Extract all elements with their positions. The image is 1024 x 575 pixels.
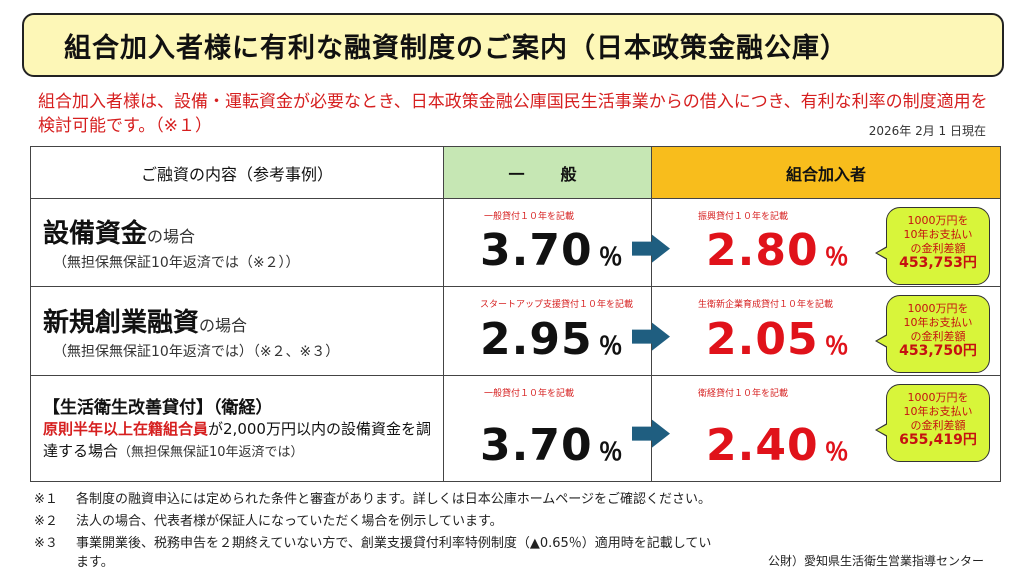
- right-arrow-icon: [632, 420, 670, 449]
- general-rate-cell: 一般貸付１０年を記載 3.70 ％: [443, 374, 652, 483]
- footnote-3: ※３ 事業開業後、税務申告を２期終えていない方で、創業支援貸付利率特例制度（▲0.…: [34, 536, 712, 570]
- row-subtext: （無担保無保証10年返済では）（※２、※３）: [53, 343, 340, 360]
- general-rate: 3.70 ％: [480, 225, 624, 277]
- member-loan-note: 振興貸付１０年を記載: [698, 212, 789, 222]
- rate-comparison-table: ご融資の内容（参考事例） 一 般 組合加入者 設備資金の場合 （無担保無保証10…: [30, 146, 1001, 483]
- footnote-2: ※２ 法人の場合、代表者様が保証人になっていただく場合を例示しています。: [34, 514, 503, 529]
- table-row: 新規創業融資の場合 （無担保無保証10年返済では）（※２、※３） スタートアップ…: [30, 286, 1001, 376]
- row-content: 設備資金の場合 （無担保無保証10年返済では（※２））: [30, 197, 444, 288]
- source-credit: 公財）愛知県生活衛生営業指導センター: [767, 554, 984, 568]
- row-body-highlight: 原則半年以上在籍組合員: [43, 419, 209, 438]
- general-loan-note: スタートアップ支援貸付１０年を記載: [480, 300, 634, 311]
- savings-amount: 655,419円: [899, 431, 977, 448]
- row-body: 原則半年以上在籍組合員が2,000万円以内の設備資金を調達する場合（無担保無保証…: [43, 419, 431, 460]
- member-rate: 2.40 ％: [706, 420, 850, 471]
- right-arrow-icon: [632, 322, 670, 351]
- member-rate-cell: 生衛新企業育成貸付１０年を記載 2.05 ％ 1000万円を 10年お支払い の金…: [632, 286, 1001, 376]
- header-general: 一 般: [443, 146, 652, 199]
- row-title: 【生活衛生改善貸付】（衛経）: [43, 397, 273, 418]
- general-rate-cell: 一般貸付１０年を記載 3.70 ％: [443, 197, 652, 288]
- member-loan-note: 生衛新企業育成貸付１０年を記載: [698, 300, 834, 311]
- intro-text: 組合加入者様は、設備・運転資金が必要なとき、日本政策金融公庫国民生活事業からの借…: [38, 92, 988, 136]
- member-rate: 2.80 ％: [706, 225, 850, 277]
- general-rate-cell: スタートアップ支援貸付１０年を記載 2.95 ％: [443, 286, 652, 376]
- row-content: 【生活衛生改善貸付】（衛経） 原則半年以上在籍組合員が2,000万円以内の設備資…: [30, 374, 444, 483]
- footnote-1: ※１ 各制度の融資申込には定められた条件と審査があります。詳しくは日本公庫ホームペ…: [34, 492, 712, 507]
- header-content: ご融資の内容（参考事例）: [30, 146, 444, 199]
- savings-amount: 453,750円: [899, 343, 977, 360]
- row-content: 新規創業融資の場合 （無担保無保証10年返済では）（※２、※３）: [30, 286, 444, 376]
- right-arrow-icon: [632, 234, 670, 263]
- member-rate: 2.05 ％: [706, 313, 850, 365]
- general-loan-note: 一般貸付１０年を記載: [484, 388, 575, 399]
- general-rate: 3.70 ％: [480, 420, 624, 471]
- general-rate: 2.95 ％: [480, 313, 624, 365]
- member-loan-note: 衛経貸付１０年を記載: [698, 388, 789, 399]
- footnotes: ※１ 各制度の融資申込には定められた条件と審査があります。詳しくは日本公庫ホームペ…: [34, 490, 994, 575]
- general-loan-note: 一般貸付１０年を記載: [484, 212, 575, 222]
- savings-amount: 453,753円: [899, 255, 977, 271]
- savings-bubble: 1000万円を 10年お支払い の金利差額 655,419円: [875, 383, 990, 462]
- row-title: 新規創業融資: [43, 307, 200, 338]
- savings-bubble: 1000万円を 10年お支払い の金利差額 453,750円: [875, 295, 990, 374]
- member-rate-cell: 振興貸付１０年を記載 2.80 ％ 1000万円を 10年お支払い の金利差額 4…: [632, 197, 1001, 288]
- as-of-date: 2026年 2月 1 日現在: [868, 124, 986, 138]
- row-title: 設備資金: [43, 219, 148, 250]
- table-row: 設備資金の場合 （無担保無保証10年返済では（※２）） 一般貸付１０年を記載 3…: [30, 197, 1001, 288]
- row-title-suffix: の場合: [199, 315, 248, 335]
- member-rate-cell: 衛経貸付１０年を記載 2.40 ％ 1000万円を 10年お支払い の金利差額 6…: [632, 374, 1001, 483]
- header-member: 組合加入者: [651, 146, 1001, 199]
- table-header-row: ご融資の内容（参考事例） 一 般 組合加入者: [30, 146, 1001, 199]
- row-title-suffix: の場合: [147, 227, 196, 247]
- savings-bubble: 1000万円を 10年お支払い の金利差額 453,753円: [875, 207, 990, 285]
- title-banner: 組合加入者様に有利な融資制度のご案内（日本政策金融公庫）: [22, 13, 1004, 77]
- row-subtext: （無担保無保証10年返済では（※２））: [53, 255, 300, 272]
- page-title: 組合加入者様に有利な融資制度のご案内（日本政策金融公庫）: [64, 32, 848, 64]
- table-row: 【生活衛生改善貸付】（衛経） 原則半年以上在籍組合員が2,000万円以内の設備資…: [30, 374, 1001, 483]
